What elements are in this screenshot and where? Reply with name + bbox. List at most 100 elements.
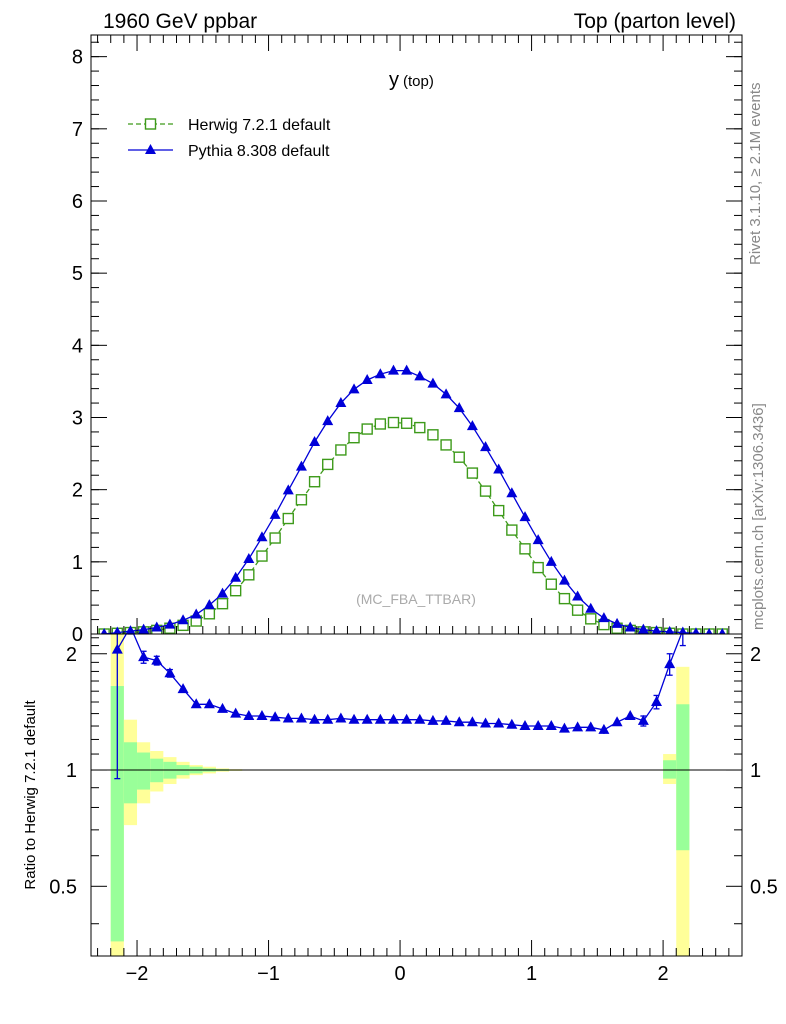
x-tick-label: −2 <box>126 963 149 985</box>
pythia-point <box>611 617 623 628</box>
plot-title: y (top) <box>389 69 434 91</box>
mcplots-label: mcplots.cern.ch [arXiv:1306.3436] <box>750 403 767 630</box>
ratio-point <box>348 713 360 724</box>
pythia-point <box>361 373 373 384</box>
herwig-point <box>256 550 268 562</box>
herwig-point <box>308 476 321 488</box>
herwig-point <box>427 429 439 441</box>
pythia-point <box>493 463 505 474</box>
herwig-point <box>348 432 360 444</box>
y-tick-label: 1 <box>72 552 83 574</box>
ratio-point <box>651 696 663 707</box>
band-green <box>110 686 124 942</box>
pythia-point <box>427 377 439 388</box>
herwig-point <box>440 439 452 451</box>
ratio-ylabel: Ratio to Herwig 7.2.1 default <box>22 700 39 890</box>
ratio-point <box>664 658 676 669</box>
herwig-point <box>387 416 400 429</box>
pythia-point <box>387 364 399 375</box>
legend-label: Herwig 7.2.1 default <box>188 117 331 134</box>
y-tick-label: 8 <box>72 47 83 69</box>
pythia-point <box>453 402 465 413</box>
ratio-point <box>282 712 294 723</box>
ratio-point <box>624 710 636 721</box>
y-tick-label: 3 <box>72 407 83 429</box>
pythia-point <box>466 420 478 431</box>
herwig-point <box>479 485 492 497</box>
herwig-point <box>558 592 571 605</box>
pythia-point <box>230 571 242 582</box>
pythia-point <box>414 370 426 381</box>
axes: 0 1 2 3 4 5 6 7 8 −2 −1 0 1 2 0.5 0.5 1 1 2 2 <box>49 34 778 985</box>
herwig-point <box>374 418 387 430</box>
pythia-point <box>374 368 386 379</box>
ratio-point <box>545 720 557 731</box>
pythia-point <box>585 602 597 613</box>
pythia-point <box>637 623 649 634</box>
pythia-point <box>243 552 255 563</box>
herwig-point <box>322 458 334 471</box>
ratio-point <box>637 714 649 725</box>
ratio-point <box>401 713 413 724</box>
ratio-point <box>532 720 544 731</box>
ratio-point <box>151 654 163 665</box>
y-tick-label: 6 <box>72 191 83 213</box>
pythia-point <box>598 612 610 623</box>
pythia-point <box>309 436 321 447</box>
band-green <box>137 752 151 790</box>
pythia-point <box>100 628 108 634</box>
pythia-point <box>125 625 136 634</box>
ratio-tick-label-right: 0.5 <box>750 876 778 898</box>
y-tick-label: 2 <box>72 480 83 502</box>
pythia-point <box>480 441 492 452</box>
pythia-point <box>440 388 452 399</box>
legend-marker-herwig <box>144 118 157 130</box>
pythia-point <box>282 484 294 495</box>
x-tick-label: 1 <box>526 963 537 985</box>
herwig-point <box>295 494 308 506</box>
ratio-point <box>177 683 189 694</box>
pythia-point <box>651 625 662 634</box>
herwig-point <box>506 524 518 536</box>
ratio-point <box>269 711 281 722</box>
herwig-point <box>335 444 347 456</box>
pythia-point <box>692 627 700 634</box>
legend-marker-pythia <box>145 144 156 154</box>
top-series <box>98 364 728 634</box>
ratio-point <box>598 723 610 734</box>
herwig-point <box>216 597 229 610</box>
pythia-point <box>113 626 122 634</box>
pythia-point <box>678 626 687 634</box>
band-green <box>663 760 677 779</box>
pythia-point <box>705 628 713 634</box>
rivet-label: Rivet 3.1.10, ≥ 2.1M events <box>747 83 764 266</box>
herwig-point <box>282 512 294 525</box>
herwig-point <box>203 608 216 620</box>
ratio-point <box>611 716 623 727</box>
pythia-point <box>138 623 150 634</box>
pythia-point <box>718 628 726 634</box>
ratio-point <box>453 716 465 727</box>
herwig-point <box>453 451 465 463</box>
ratio-point <box>440 714 452 725</box>
pythia-point <box>322 415 334 426</box>
herwig-point <box>243 569 255 581</box>
herwig-point <box>361 423 373 435</box>
ratio-point <box>190 698 202 709</box>
legend: Herwig 7.2.1 default Pythia 8.308 default <box>128 117 331 160</box>
pythia-point <box>401 364 413 375</box>
ratio-tick-label-left: 0.5 <box>49 876 77 898</box>
plot-title-main: y <box>389 69 399 91</box>
pythia-point <box>519 511 531 522</box>
ratio-point <box>335 712 347 723</box>
pythia-point <box>335 397 347 408</box>
x-tick-label: 2 <box>658 963 669 985</box>
ratio-point <box>387 713 399 724</box>
ratio-point <box>427 714 439 725</box>
ratio-point <box>480 717 492 728</box>
band-green <box>676 704 690 851</box>
ratio-tick-label-right: 1 <box>750 760 761 782</box>
herwig-point <box>519 543 531 555</box>
pythia-point <box>624 621 636 632</box>
